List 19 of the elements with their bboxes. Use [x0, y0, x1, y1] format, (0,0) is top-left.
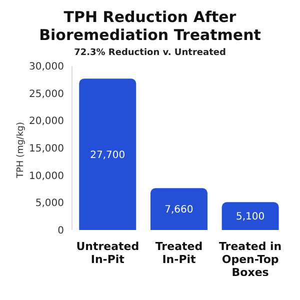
x-tick-label: Treated In-Pit: [155, 240, 203, 266]
bar: [150, 188, 208, 230]
y-tick-label: 25,000: [29, 88, 64, 100]
chart-subtitle: 72.3% Reduction v. Untreated: [73, 48, 227, 58]
y-tick-label: 20,000: [29, 116, 64, 128]
chart-title: TPH Reduction After Bioremediation Treatment: [38, 8, 262, 44]
data-label: 7,660: [164, 204, 194, 216]
y-tick-label: 30,000: [29, 62, 64, 73]
bar: [222, 202, 279, 230]
y-tick-label: 15,000: [29, 144, 64, 155]
x-tick-label: Treated in Open-Top Boxes: [219, 240, 282, 279]
y-tick-label: 0: [58, 226, 64, 237]
x-tick-label: Untreated In-Pit: [76, 240, 140, 266]
y-axis-title: TPH (mg/kg): [16, 122, 26, 179]
data-label: 27,700: [90, 150, 126, 161]
bar: [79, 78, 136, 230]
y-tick-label: 5,000: [35, 198, 64, 210]
y-tick-label: 10,000: [29, 170, 64, 182]
data-label: 5,100: [236, 212, 265, 223]
